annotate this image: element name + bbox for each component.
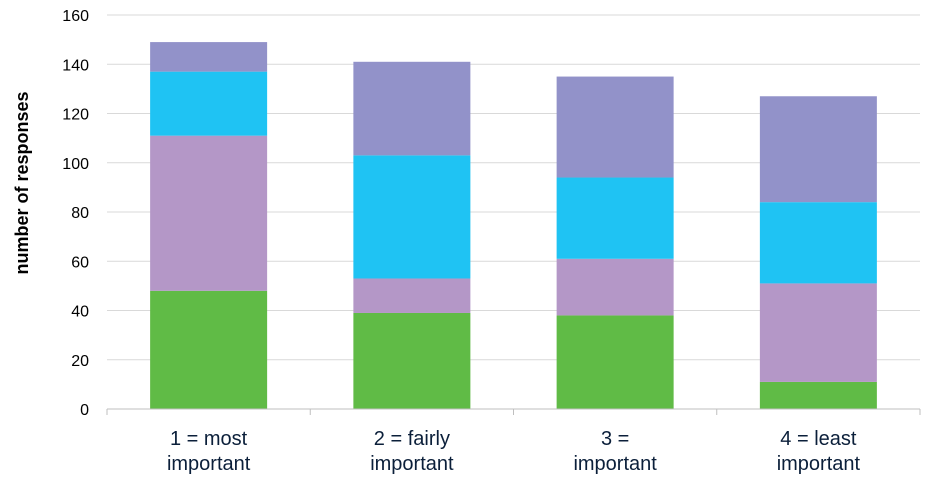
bar-segment	[759, 381, 877, 409]
bar-segment	[150, 135, 268, 291]
bar-segment	[353, 312, 471, 409]
y-axis-title: number of responses	[12, 91, 32, 274]
bar-segment	[556, 258, 674, 316]
bar-segment	[353, 61, 471, 156]
y-tick-label: 100	[62, 156, 89, 173]
bar-segment	[759, 283, 877, 382]
bar-segment	[150, 42, 268, 72]
x-tick-label: important	[573, 453, 657, 475]
y-tick-label: 80	[71, 205, 89, 222]
axes	[106, 408, 921, 415]
x-tick-label: 4 = least	[780, 428, 857, 450]
bar-segment	[353, 278, 471, 313]
bar-segment	[759, 96, 877, 203]
y-tick-label: 120	[62, 107, 89, 124]
y-tick-label: 140	[62, 57, 89, 74]
x-tick-label: 1 = most	[170, 428, 248, 450]
y-tick-label: 40	[71, 304, 89, 321]
bar-segment	[759, 202, 877, 284]
y-tick-label: 20	[71, 353, 89, 370]
x-tick-label: 2 = fairly	[374, 428, 450, 450]
bar-segment	[556, 177, 674, 259]
x-tick-label: 3 =	[601, 428, 629, 450]
x-tick-label: important	[370, 453, 454, 475]
bar-segment	[556, 315, 674, 409]
x-tick-label: important	[777, 453, 861, 475]
bar-segment	[353, 155, 471, 279]
bar-segment	[556, 76, 674, 178]
bars	[150, 42, 877, 409]
bar-segment	[150, 290, 268, 409]
labels: 0 20 40 60 80 100 120 140 160 1 = most important 2 …	[62, 8, 860, 475]
y-tick-label: 60	[71, 254, 89, 271]
y-tick-label: 0	[80, 402, 89, 419]
x-tick-label: important	[167, 453, 251, 475]
y-tick-label: 160	[62, 8, 89, 25]
bar-segment	[150, 71, 268, 136]
